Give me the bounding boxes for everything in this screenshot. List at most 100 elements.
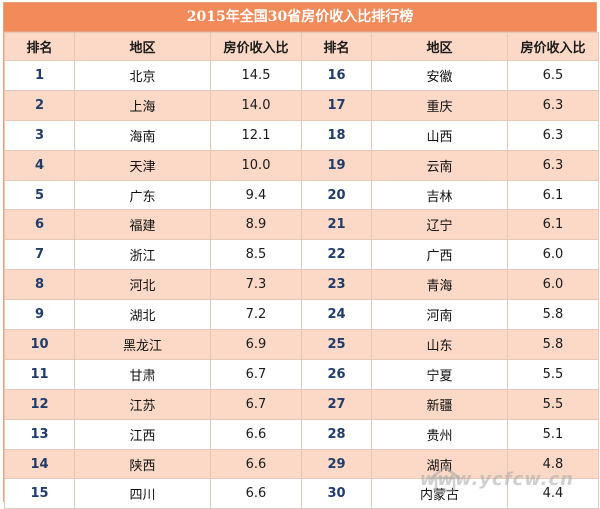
ratio-cell: 5.5 xyxy=(507,358,599,390)
rank-cell: 6 xyxy=(4,209,75,241)
table-row: 9 湖北 7.2 24 河南 5.8 xyxy=(4,299,599,331)
table-row: 10 黑龙江 6.9 25 山东 5.8 xyxy=(4,329,599,360)
region-cell: 辽宁 xyxy=(371,209,508,241)
header-rank-left: 排名 xyxy=(4,32,75,61)
rank-cell: 2 xyxy=(4,89,75,121)
rank-cell: 11 xyxy=(4,358,75,390)
region-cell: 江苏 xyxy=(74,388,211,420)
ratio-cell: 8.9 xyxy=(210,209,302,241)
ratio-cell: 7.3 xyxy=(210,269,302,301)
region-cell: 广西 xyxy=(371,239,508,271)
header-ratio-left: 房价收入比 xyxy=(210,32,302,61)
region-cell: 云南 xyxy=(371,149,508,181)
table-row: 6 福建 8.9 21 辽宁 6.1 xyxy=(4,209,599,241)
rank-cell: 28 xyxy=(301,418,372,450)
region-cell: 内蒙古 xyxy=(371,478,508,509)
rank-cell: 26 xyxy=(301,358,372,390)
ratio-cell: 5.1 xyxy=(507,418,599,450)
table-row: 5 广东 9.4 20 吉林 6.1 xyxy=(4,179,599,211)
table-row: 11 甘肃 6.7 26 宁夏 5.5 xyxy=(4,358,599,390)
ratio-cell: 7.2 xyxy=(210,299,302,331)
table-row: 4 天津 10.0 19 云南 6.3 xyxy=(4,149,599,181)
region-cell: 新疆 xyxy=(371,388,508,420)
table-row: 3 海南 12.1 18 山西 6.3 xyxy=(4,119,599,151)
header-region-right: 地区 xyxy=(371,32,508,61)
region-cell: 重庆 xyxy=(371,89,508,121)
ratio-cell: 6.0 xyxy=(507,269,599,301)
header-region-left: 地区 xyxy=(74,32,211,61)
region-cell: 广东 xyxy=(74,179,211,211)
rank-cell: 16 xyxy=(301,60,372,91)
rank-cell: 27 xyxy=(301,388,372,420)
region-cell: 山东 xyxy=(371,329,508,360)
ratio-cell: 14.0 xyxy=(210,89,302,121)
ratio-cell: 6.6 xyxy=(210,418,302,450)
rank-cell: 18 xyxy=(301,119,372,151)
table-title: 2015年全国30省房价收入比排行榜 xyxy=(4,3,596,32)
ratio-cell: 5.8 xyxy=(507,299,599,331)
ratio-cell: 6.1 xyxy=(507,179,599,211)
rank-cell: 3 xyxy=(4,119,75,151)
ratio-cell: 9.4 xyxy=(210,179,302,211)
rank-cell: 20 xyxy=(301,179,372,211)
ratio-cell: 5.8 xyxy=(507,329,599,360)
rank-cell: 10 xyxy=(4,329,75,360)
region-cell: 河北 xyxy=(74,269,211,301)
ratio-cell: 6.3 xyxy=(507,89,599,121)
table-row: 14 陕西 6.6 29 湖南 4.8 xyxy=(4,448,599,480)
ratio-cell: 6.1 xyxy=(507,209,599,241)
region-cell: 天津 xyxy=(74,149,211,181)
ranking-table: 排名 地区 房价收入比 排名 地区 房价收入比 1 北京 14.5 16 安徽 6.5 2 上… xyxy=(4,32,599,509)
rank-cell: 13 xyxy=(4,418,75,450)
region-cell: 河南 xyxy=(371,299,508,331)
ratio-cell: 8.5 xyxy=(210,239,302,271)
rank-cell: 19 xyxy=(301,149,372,181)
ranking-table-container: 2015年全国30省房价收入比排行榜 排名 地区 房价收入比 排名 地区 房价收… xyxy=(3,2,599,509)
header-row: 排名 地区 房价收入比 排名 地区 房价收入比 xyxy=(4,32,599,61)
rank-cell: 24 xyxy=(301,299,372,331)
region-cell: 海南 xyxy=(74,119,211,151)
region-cell: 陕西 xyxy=(74,448,211,480)
rank-cell: 29 xyxy=(301,448,372,480)
table-row: 7 浙江 8.5 22 广西 6.0 xyxy=(4,239,599,271)
ratio-cell: 6.7 xyxy=(210,388,302,420)
ratio-cell: 14.5 xyxy=(210,60,302,91)
rank-cell: 8 xyxy=(4,269,75,301)
rank-cell: 12 xyxy=(4,388,75,420)
table-row: 2 上海 14.0 17 重庆 6.3 xyxy=(4,89,599,121)
region-cell: 上海 xyxy=(74,89,211,121)
ratio-cell: 6.5 xyxy=(507,60,599,91)
rank-cell: 1 xyxy=(4,60,75,91)
ratio-cell: 6.3 xyxy=(507,149,599,181)
rank-cell: 23 xyxy=(301,269,372,301)
region-cell: 贵州 xyxy=(371,418,508,450)
region-cell: 湖北 xyxy=(74,299,211,331)
ratio-cell: 6.7 xyxy=(210,358,302,390)
table-row: 1 北京 14.5 16 安徽 6.5 xyxy=(4,60,599,91)
region-cell: 宁夏 xyxy=(371,358,508,390)
ratio-cell: 5.5 xyxy=(507,388,599,420)
table-row: 15 四川 6.6 30 内蒙古 4.4 xyxy=(4,478,599,509)
region-cell: 四川 xyxy=(74,478,211,509)
ratio-cell: 4.8 xyxy=(507,448,599,480)
ratio-cell: 12.1 xyxy=(210,119,302,151)
ratio-cell: 6.6 xyxy=(210,448,302,480)
region-cell: 浙江 xyxy=(74,239,211,271)
rank-cell: 4 xyxy=(4,149,75,181)
rank-cell: 21 xyxy=(301,209,372,241)
region-cell: 安徽 xyxy=(371,60,508,91)
region-cell: 福建 xyxy=(74,209,211,241)
region-cell: 江西 xyxy=(74,418,211,450)
ratio-cell: 6.9 xyxy=(210,329,302,360)
ratio-cell: 6.0 xyxy=(507,239,599,271)
rank-cell: 7 xyxy=(4,239,75,271)
rank-cell: 15 xyxy=(4,478,75,509)
region-cell: 山西 xyxy=(371,119,508,151)
region-cell: 甘肃 xyxy=(74,358,211,390)
rank-cell: 5 xyxy=(4,179,75,211)
table-row: 13 江西 6.6 28 贵州 5.1 xyxy=(4,418,599,450)
rank-cell: 9 xyxy=(4,299,75,331)
rank-cell: 25 xyxy=(301,329,372,360)
ratio-cell: 10.0 xyxy=(210,149,302,181)
rank-cell: 14 xyxy=(4,448,75,480)
